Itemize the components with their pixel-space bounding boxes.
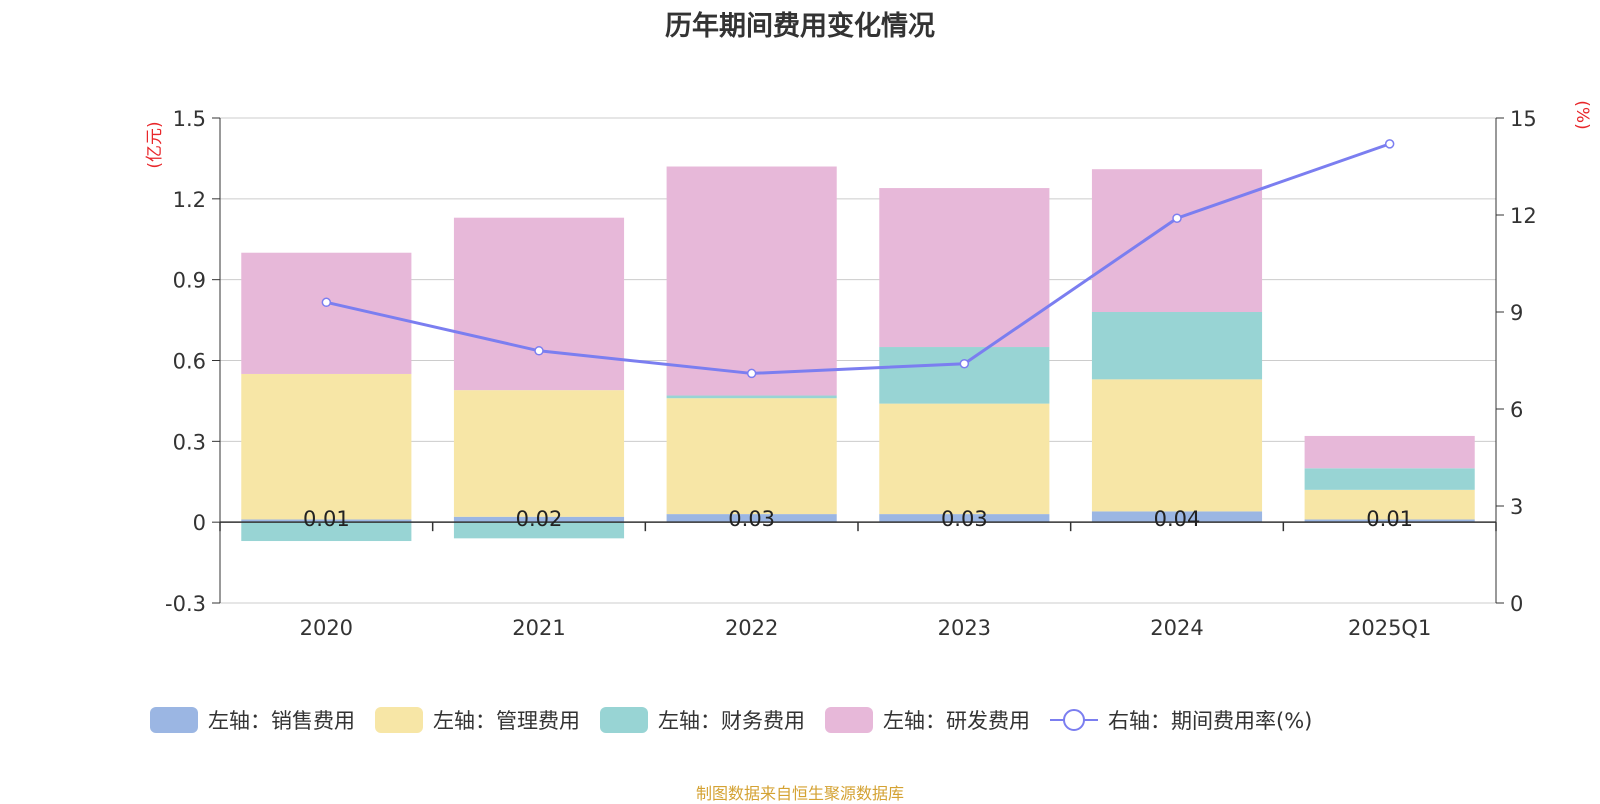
legend-swatch bbox=[600, 707, 648, 733]
bar-segment bbox=[879, 188, 1050, 348]
bar-segment bbox=[1091, 511, 1263, 523]
bar-segment bbox=[1304, 489, 1475, 520]
rate-point bbox=[959, 358, 970, 369]
bar-value-label: 0.04 bbox=[1154, 507, 1201, 531]
bar-value-label: 0.01 bbox=[1366, 507, 1413, 531]
legend-item[interactable]: 左轴：管理费用 bbox=[375, 705, 580, 735]
right-tick-label: 6 bbox=[1510, 398, 1523, 422]
right-tick-label: 15 bbox=[1510, 107, 1537, 131]
legend-swatch bbox=[375, 707, 423, 733]
rate-point bbox=[746, 368, 757, 379]
bar-value-label: 0.01 bbox=[303, 507, 350, 531]
left-tick-label: 0 bbox=[193, 511, 206, 535]
bar-segment bbox=[453, 522, 625, 539]
bar-segment bbox=[1091, 379, 1263, 512]
bar-segment bbox=[1091, 312, 1263, 380]
legend-swatch bbox=[825, 707, 873, 733]
legend-line-symbol bbox=[1050, 707, 1098, 733]
rate-point bbox=[1172, 213, 1182, 223]
left-tick-label: -0.3 bbox=[165, 592, 206, 616]
bar-segment bbox=[241, 522, 412, 542]
rate-point bbox=[534, 346, 544, 356]
bar-segment bbox=[1091, 169, 1263, 312]
legend-label: 右轴：期间费用率(%) bbox=[1108, 709, 1313, 733]
left-axis-unit: (亿元) bbox=[145, 121, 165, 168]
category-label: 2022 bbox=[725, 616, 778, 640]
bar-segment bbox=[453, 217, 625, 391]
left-tick-label: 1.2 bbox=[173, 188, 206, 212]
rate-point bbox=[1384, 139, 1395, 149]
legend-label: 左轴：管理费用 bbox=[433, 709, 580, 733]
right-tick-label: 12 bbox=[1510, 204, 1537, 228]
left-tick-label: 1.5 bbox=[173, 107, 206, 131]
rate-line bbox=[325, 142, 1391, 375]
bar-segment bbox=[453, 516, 625, 523]
bar-segment bbox=[666, 398, 837, 515]
legend-swatch bbox=[150, 707, 198, 733]
left-tick-label: 0.6 bbox=[173, 350, 206, 374]
bar-segment bbox=[879, 403, 1050, 515]
bar-segment bbox=[666, 166, 837, 396]
legend-item[interactable]: 右轴：期间费用率(%) bbox=[1050, 705, 1312, 735]
bar-value-label: 0.02 bbox=[516, 507, 563, 531]
source-note: 制图数据来自恒生聚源数据库 bbox=[695, 784, 904, 803]
category-label: 2024 bbox=[1150, 616, 1203, 640]
chart-title: 历年期间费用变化情况 bbox=[665, 11, 935, 42]
legend-item[interactable]: 左轴：销售费用 bbox=[150, 705, 355, 735]
bar-segment bbox=[1304, 435, 1475, 469]
left-tick-label: 0.3 bbox=[173, 430, 206, 454]
right-tick-label: 3 bbox=[1510, 495, 1523, 519]
bar-segment bbox=[241, 519, 412, 523]
bar-value-label: 0.03 bbox=[728, 507, 775, 531]
bar-segment bbox=[241, 252, 412, 374]
bar-segment bbox=[666, 395, 837, 399]
legend-label: 左轴：研发费用 bbox=[883, 709, 1030, 733]
category-label: 2023 bbox=[938, 616, 991, 640]
bar-segment bbox=[666, 514, 837, 523]
bar-segment bbox=[879, 347, 1050, 404]
category-label: 2025Q1 bbox=[1348, 616, 1431, 640]
chart-area: 1.5 1.2 0.9 0.6 0.3 0 -0.3 15 12 9 6 3 0 (亿元) (%) 0.01 0… bbox=[145, 100, 1592, 640]
rate-point bbox=[321, 297, 332, 308]
right-tick-label: 9 bbox=[1510, 301, 1523, 325]
bar-segment bbox=[241, 373, 412, 520]
category-label: 2021 bbox=[512, 616, 565, 640]
legend: 左轴：销售费用 左轴：管理费用 左轴：财务费用 左轴：研发费用 右轴：期间费用率(%) bbox=[150, 705, 1332, 735]
bar-value-label: 0.03 bbox=[941, 507, 988, 531]
right-axis-unit: (%) bbox=[1572, 100, 1592, 129]
bar-segment bbox=[879, 514, 1050, 523]
bar-segment bbox=[453, 390, 625, 517]
legend-label: 左轴：销售费用 bbox=[208, 709, 355, 733]
legend-item[interactable]: 左轴：财务费用 bbox=[600, 705, 805, 735]
right-tick-label: 0 bbox=[1510, 592, 1523, 616]
category-label: 2020 bbox=[300, 616, 353, 640]
legend-item[interactable]: 左轴：研发费用 bbox=[825, 705, 1030, 735]
bar-segment bbox=[1304, 468, 1475, 490]
bar-segment bbox=[1304, 519, 1475, 523]
legend-label: 左轴：财务费用 bbox=[658, 709, 805, 733]
left-tick-label: 0.9 bbox=[173, 269, 206, 293]
